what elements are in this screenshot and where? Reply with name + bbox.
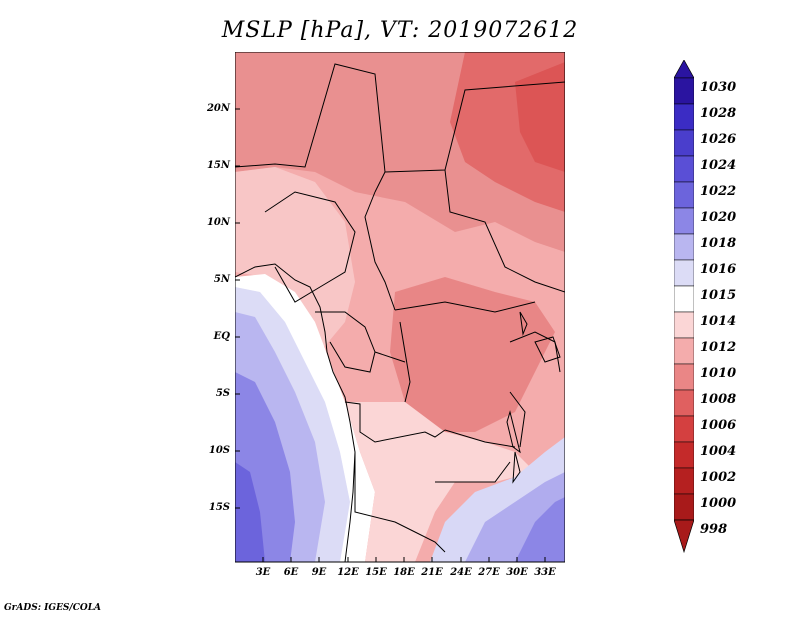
pressure-field-1020-ocean [235,462,265,562]
pressure-field-1004-northeast [515,62,565,172]
colorbar-bin-1020 [674,181,694,209]
colorbar [674,60,694,554]
pressure-field-1020-southeast [515,497,565,562]
colorbar-label-1024: 1024 [700,158,737,173]
colorbar-label-1015: 1015 [700,288,737,303]
colorbar-bin-1008 [674,363,694,391]
colorbar-bin-1022 [674,155,694,183]
lon-label-15e: 15E [365,567,387,578]
colorbar-label-1014: 1014 [700,314,737,329]
colorbar-label-1012: 1012 [700,340,737,355]
lat-label-eq: EQ [213,331,230,342]
lon-label-27e: 27E [478,567,500,578]
map-ticks [235,108,546,562]
colorbar-bin-1014 [674,285,694,313]
colorbar-bin-1015 [674,259,694,287]
colorbar-bin-1028 [674,77,694,105]
colorbar-label-1022: 1022 [700,184,737,199]
colorbar-label-1000: 1000 [700,496,737,511]
lon-label-9e: 9E [311,567,327,578]
colorbar-label-1016: 1016 [700,262,737,277]
lon-label-6e: 6E [283,567,299,578]
lon-label-3e: 3E [255,567,271,578]
lat-label-15n: 15N [206,160,230,171]
colorbar-bin-1016 [674,233,694,261]
colorbar-bin-1024 [674,129,694,157]
lon-label-21e: 21E [421,567,443,578]
colorbar-bin-1026 [674,103,694,131]
lon-label-24e: 24E [450,567,472,578]
colorbar-label-1008: 1008 [700,392,737,407]
colorbar-label-1026: 1026 [700,132,737,147]
pressure-field-1012-west [235,167,355,352]
lon-label-12e: 12E [337,567,359,578]
pressure-field-1008-congo [390,277,555,432]
colorbar-label-1006: 1006 [700,418,737,433]
lat-label-5s: 5S [215,388,230,399]
colorbar-label-1010: 1010 [700,366,737,381]
colorbar-bin-1006 [674,389,694,417]
coastline [235,263,356,562]
colorbar-label-998: 998 [700,522,728,537]
footer-credit: GrADS: IGES/COLA [4,603,102,613]
colorbar-bin-1000 [674,467,694,495]
lakes [506,311,561,484]
lat-label-5n: 5N [213,274,230,285]
colorbar-top-arrow [674,60,694,79]
lat-label-10n: 10N [206,217,230,228]
colorbar-label-1004: 1004 [700,444,737,459]
colorbar-label-1030: 1030 [700,80,737,95]
mslp-map [235,52,565,563]
colorbar-bin-1010 [674,337,694,365]
lon-label-30e: 30E [506,567,528,578]
colorbar-bin-998 [674,493,694,521]
colorbar-label-1020: 1020 [700,210,737,225]
lat-label-20n: 20N [206,103,230,114]
colorbar-bin-1012 [674,311,694,339]
map-frame [235,52,565,563]
colorbar-bin-1002 [674,441,694,469]
colorbar-bottom-arrow [674,519,694,554]
colorbar-bin-1018 [674,207,694,235]
colorbar-label-1018: 1018 [700,236,737,251]
lat-label-10s: 10S [208,445,230,456]
lon-label-33e: 33E [534,567,556,578]
map-title: MSLP [hPa], VT: 2019072612 [221,18,579,43]
country-borders [235,63,565,553]
colorbar-label-1002: 1002 [700,470,737,485]
lat-label-15s: 15S [208,502,230,513]
colorbar-label-1028: 1028 [700,106,737,121]
colorbar-bin-1004 [674,415,694,443]
lon-label-18e: 18E [393,567,415,578]
